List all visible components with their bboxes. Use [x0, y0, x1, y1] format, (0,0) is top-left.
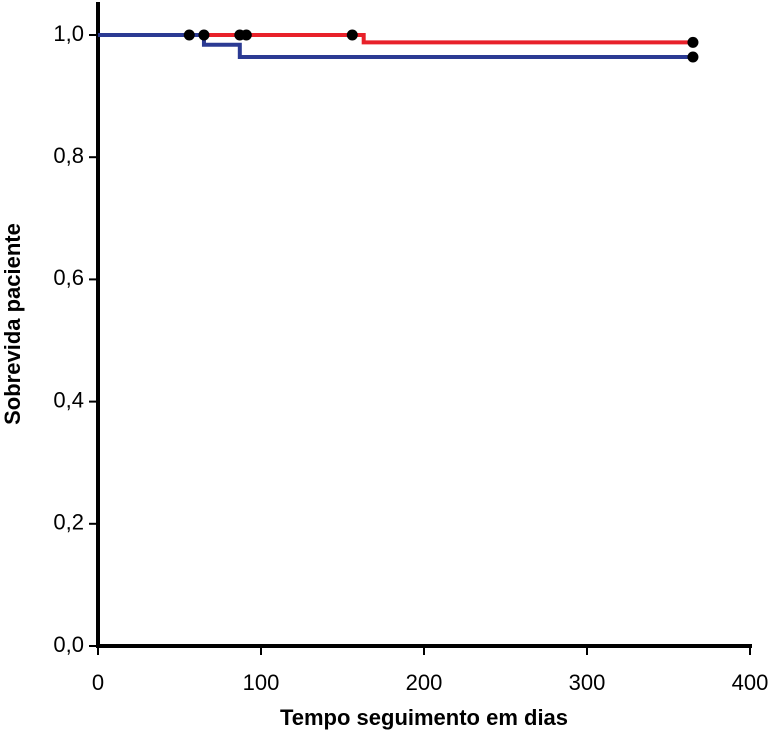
- censor-mark: [346, 29, 358, 41]
- survival-line: [98, 33, 693, 45]
- y-tick-label: 0,4: [53, 387, 84, 412]
- censor-mark: [240, 29, 252, 41]
- censor-mark: [687, 36, 699, 48]
- x-tick-label: 0: [92, 670, 104, 695]
- y-tick-label: 0,2: [53, 510, 84, 535]
- y-tick-label: 0,8: [53, 143, 84, 168]
- censor-mark: [183, 29, 195, 41]
- censor-mark: [198, 29, 210, 41]
- x-tick-label: 300: [569, 670, 606, 695]
- y-tick-label: 0,6: [53, 265, 84, 290]
- y-tick-label: 0,0: [53, 632, 84, 657]
- x-tick-label: 100: [243, 670, 280, 695]
- x-tick-label: 200: [406, 670, 443, 695]
- x-tick-label: 400: [732, 670, 768, 695]
- y-tick-label: 1,0: [53, 21, 84, 46]
- x-axis-title: Tempo seguimento em dias: [280, 705, 568, 730]
- y-axis-title: Sobrevida paciente: [0, 223, 25, 425]
- censor-mark: [687, 51, 699, 63]
